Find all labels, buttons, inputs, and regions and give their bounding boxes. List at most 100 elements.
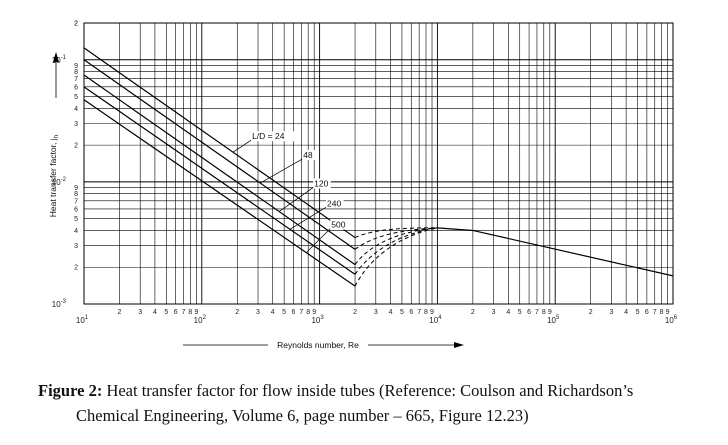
- x-minor-tick-label: 8: [660, 309, 664, 316]
- x-minor-tick-label: 4: [624, 309, 628, 316]
- laminar-line-1: [83, 47, 356, 239]
- y-minor-tick-label: 9: [74, 63, 78, 70]
- x-minor-tick-label: 9: [194, 309, 198, 316]
- x-minor-tick-label: 3: [256, 309, 260, 316]
- x-minor-tick-label: 5: [518, 309, 522, 316]
- x-minor-tick-label: 2: [118, 309, 122, 316]
- label-leader-5: [306, 228, 331, 253]
- series-label-1: L/D = 24: [252, 131, 285, 141]
- x-minor-tick-label: 7: [535, 309, 539, 316]
- x-minor-tick-label: 3: [138, 309, 142, 316]
- x-minor-tick-label: 4: [506, 309, 510, 316]
- x-minor-tick-label: 7: [417, 309, 421, 316]
- x-minor-tick-label: 5: [636, 309, 640, 316]
- label-leader-1: [232, 139, 252, 153]
- y-minor-tick-label: 5: [74, 216, 78, 223]
- transition-curve-1: [354, 227, 438, 239]
- x-minor-tick-label: 8: [306, 309, 310, 316]
- x-minor-tick-label: 5: [282, 309, 286, 316]
- y-major-tick-label: 10-3: [52, 299, 67, 309]
- caption-label: Figure 2:: [38, 381, 103, 400]
- y-minor-tick-label: 2: [74, 265, 78, 272]
- caption-line-2: Chemical Engineering, Volume 6, page num…: [76, 406, 529, 425]
- y-minor-tick-label: 9: [74, 185, 78, 192]
- x-axis-arrow: [183, 342, 464, 348]
- y-major-tick-label: 10-1: [52, 55, 67, 65]
- grid-lines: [83, 22, 673, 305]
- x-minor-tick-label: 2: [471, 309, 475, 316]
- label-bg-2: [302, 150, 315, 161]
- transition-curve-3: [354, 227, 438, 265]
- svg-text:Heat transfer factor, jh: Heat transfer factor, jh: [48, 134, 60, 217]
- x-minor-tick-label: 5: [400, 309, 404, 316]
- y-minor-tick-label: 6: [74, 206, 78, 213]
- y-minor-tick-label: 3: [74, 243, 78, 250]
- y-minor-tick-label: 4: [74, 106, 78, 113]
- x-minor-tick-label: 9: [548, 309, 552, 316]
- series-label-4: 240: [327, 198, 341, 208]
- y-minor-tick-label: 5: [74, 94, 78, 101]
- x-minor-tick-label: 4: [153, 309, 157, 316]
- y-minor-tick-label: 2: [74, 21, 78, 28]
- y-axis-arrow: [53, 52, 59, 98]
- laminar-line-2: [83, 59, 356, 250]
- x-minor-tick-label: 5: [164, 309, 168, 316]
- plot-frame: [83, 22, 674, 305]
- series-label-5: 500: [331, 220, 345, 230]
- label-bg-4: [326, 198, 344, 209]
- x-major-tick-label: 106: [665, 315, 678, 325]
- label-bg-1: [251, 131, 295, 142]
- x-minor-tick-label: 8: [188, 309, 192, 316]
- x-minor-tick-label: 3: [374, 309, 378, 316]
- y-axis-label: Heat transfer factor, jh: [48, 134, 60, 217]
- x-minor-tick-label: 3: [492, 309, 496, 316]
- x-minor-tick-label: 6: [409, 309, 413, 316]
- x-minor-tick-label: 2: [353, 309, 357, 316]
- figure-caption: Figure 2: Heat transfer factor for flow …: [38, 378, 710, 428]
- x-minor-tick-label: 6: [174, 309, 178, 316]
- x-minor-tick-label: 6: [645, 309, 649, 316]
- series-label-3: 120: [314, 179, 328, 189]
- label-bg-3: [313, 178, 331, 189]
- x-minor-tick-label: 4: [271, 309, 275, 316]
- x-minor-tick-label: 2: [235, 309, 239, 316]
- x-axis-label: Reynolds number, Re: [277, 340, 359, 350]
- x-minor-tick-label: 9: [430, 309, 434, 316]
- x-major-tick-label: 101: [76, 315, 89, 325]
- y-minor-tick-label: 3: [74, 121, 78, 128]
- y-minor-tick-label: 8: [74, 69, 78, 76]
- x-minor-tick-label: 6: [527, 309, 531, 316]
- x-major-tick-label: 102: [194, 315, 207, 325]
- x-minor-tick-label: 3: [609, 309, 613, 316]
- y-minor-tick-label: 8: [74, 191, 78, 198]
- y-minor-tick-label: 6: [74, 84, 78, 91]
- laminar-line-3: [83, 74, 356, 266]
- y-major-tick-label: 10-2: [52, 177, 67, 187]
- label-bg-5: [330, 219, 348, 230]
- transition-curve-5: [354, 227, 438, 287]
- label-leader-2: [260, 158, 303, 184]
- x-minor-tick-label: 7: [299, 309, 303, 316]
- x-minor-tick-label: 8: [424, 309, 428, 316]
- series-lines: [83, 47, 674, 287]
- x-major-tick-label: 103: [311, 315, 324, 325]
- x-minor-tick-label: 9: [312, 309, 316, 316]
- series-label-2: 48: [303, 150, 313, 160]
- turbulent-line: [437, 227, 674, 277]
- y-top-tick-label: 2: [74, 21, 78, 28]
- y-minor-tick-label: 7: [74, 76, 78, 83]
- x-minor-tick-label: 2: [589, 309, 593, 316]
- x-minor-tick-label: 6: [292, 309, 296, 316]
- x-minor-tick-label: 9: [666, 309, 670, 316]
- series-labels: L/D = 24 48 120 240 500: [232, 131, 348, 253]
- x-minor-tick-label: 4: [389, 309, 393, 316]
- transition-curve-4: [354, 227, 438, 275]
- caption-line-1: Heat transfer factor for flow inside tub…: [106, 381, 634, 400]
- label-leader-4: [289, 207, 327, 230]
- x-major-tick-label: 105: [547, 315, 560, 325]
- x-minor-tick-label: 7: [653, 309, 657, 316]
- laminar-line-5: [83, 99, 356, 287]
- x-minor-tick-label: 8: [542, 309, 546, 316]
